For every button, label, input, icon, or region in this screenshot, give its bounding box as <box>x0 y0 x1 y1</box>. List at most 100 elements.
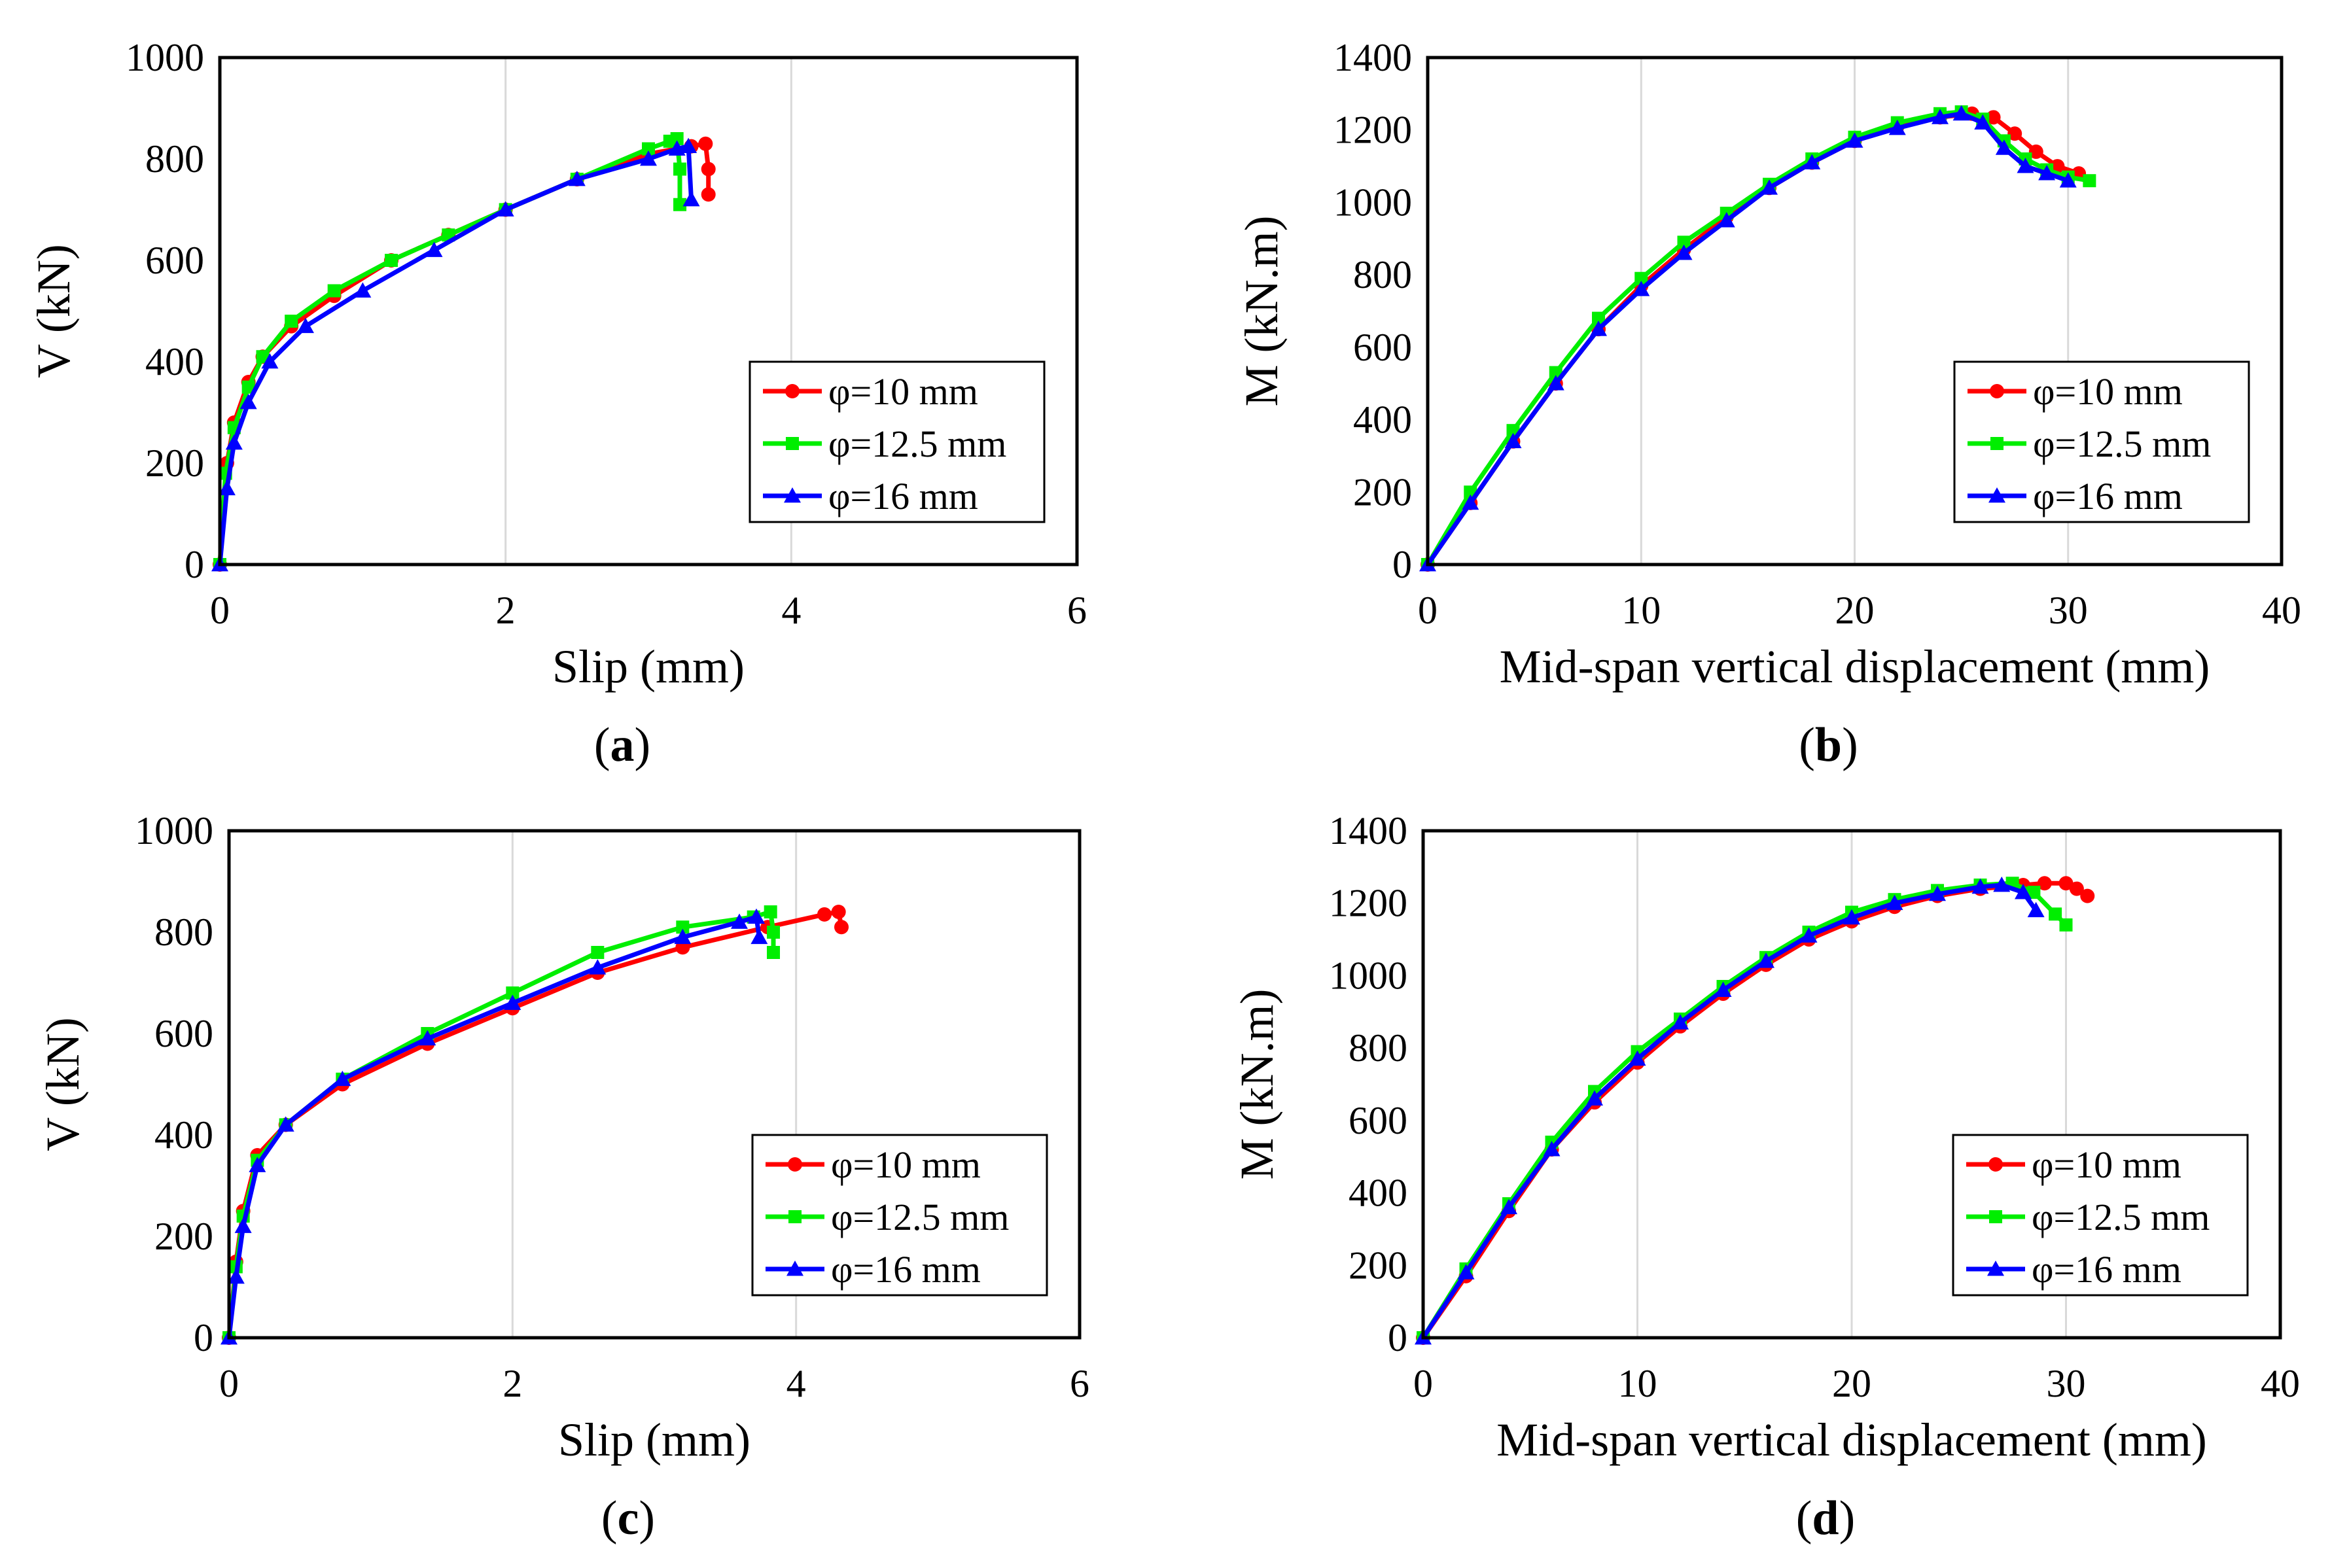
y-tick-label: 800 <box>1353 253 1412 296</box>
series-2 <box>211 137 700 572</box>
x-tick-label: 6 <box>1067 589 1087 632</box>
data-point <box>2059 918 2073 932</box>
data-point <box>218 479 236 496</box>
data-point <box>767 946 780 959</box>
y-tick-label: 0 <box>194 1316 213 1359</box>
y-tick-label: 1000 <box>1333 181 1412 224</box>
data-point <box>2007 126 2022 141</box>
data-point <box>1995 139 2013 155</box>
plot-frame <box>1426 56 2284 566</box>
data-point <box>682 191 700 207</box>
y-axis-label: M (kN.m) <box>1235 216 1288 407</box>
x-tick-label: 30 <box>2047 1362 2086 1405</box>
y-tick-label: 800 <box>145 137 204 181</box>
chart-panel-b: 0 200 400 600 800 1000 1200 1400 0 10 20 30 40 Mid-sp… <box>1235 36 2301 772</box>
plot-frame <box>218 56 1079 566</box>
data-point <box>2015 884 2032 899</box>
data-point <box>642 142 655 156</box>
data-point <box>1592 311 1605 325</box>
y-axis-label: M (kN.m) <box>1231 989 1283 1180</box>
data-point <box>2083 174 2096 188</box>
x-tick-label: 6 <box>1070 1362 1089 1405</box>
panel-caption: (c) <box>601 1491 655 1545</box>
data-point <box>1986 110 2001 125</box>
data-point <box>764 905 777 918</box>
data-point <box>673 162 687 176</box>
data-point <box>1590 321 1607 336</box>
x-tick-label: 4 <box>786 1362 806 1405</box>
data-point <box>1714 981 1732 997</box>
data-point <box>1971 878 1989 894</box>
data-point <box>670 132 684 145</box>
data-point <box>419 1030 436 1046</box>
data-point <box>249 1157 266 1172</box>
data-point <box>2059 172 2077 188</box>
data-point <box>2017 158 2034 173</box>
x-tick-label: 30 <box>2049 589 2088 632</box>
legend-marker <box>1988 1157 2003 1172</box>
legend-marker <box>788 1157 802 1172</box>
y-tick-label: 1200 <box>1333 109 1412 152</box>
panel-caption: (d) <box>1796 1491 1855 1545</box>
data-point <box>425 241 443 257</box>
chart-panel-c: 0 200 400 600 800 1000 0 2 4 6 Slip (mm) V (kN) φ=10… <box>37 809 1089 1545</box>
x-tick-label: 20 <box>1835 589 1875 632</box>
data-point <box>698 136 713 151</box>
data-point <box>1974 114 1992 130</box>
data-point <box>674 928 692 945</box>
legend-entry-0: φ=10 mm <box>763 370 978 413</box>
series-2 <box>1419 105 2077 572</box>
y-tick-label: 0 <box>1388 1316 1407 1359</box>
y-tick-label: 600 <box>145 239 204 282</box>
data-point <box>589 959 607 975</box>
data-point <box>1677 235 1691 249</box>
data-point <box>1672 1014 1689 1030</box>
x-tick-label: 0 <box>210 589 230 632</box>
data-point <box>701 162 716 177</box>
data-point <box>676 920 690 934</box>
y-tick-label: 1000 <box>1329 954 1407 997</box>
data-point <box>2038 165 2056 181</box>
legend-label: φ=10 mm <box>828 370 978 413</box>
x-tick-label: 40 <box>2261 1362 2300 1405</box>
x-tick-label: 10 <box>1618 1362 1657 1405</box>
data-point <box>285 315 298 328</box>
legend-entry-2: φ=16 mm <box>1968 475 2183 517</box>
data-point <box>334 1070 351 1087</box>
legend-entry-1: φ=12.5 mm <box>1968 423 2211 465</box>
legend-label: φ=16 mm <box>2033 475 2183 517</box>
data-point <box>1886 894 1903 911</box>
chart-panel-d: 0 200 400 600 800 1000 1200 1400 0 10 20 30 40 Mid-sp… <box>1231 809 2300 1545</box>
data-point <box>2037 876 2052 891</box>
data-point <box>225 434 243 450</box>
legend-marker <box>784 487 801 503</box>
y-tick-label: 1200 <box>1329 882 1407 925</box>
x-tick-label: 2 <box>503 1362 522 1405</box>
x-tick-label: 40 <box>2262 589 2301 632</box>
legend-marker <box>1990 384 2004 398</box>
legend-marker <box>788 1210 802 1223</box>
y-tick-label: 1000 <box>135 809 213 852</box>
legend-label: φ=10 mm <box>2033 370 2183 413</box>
legend-entry-2: φ=16 mm <box>763 475 978 517</box>
data-point <box>1457 1264 1475 1280</box>
data-point <box>2080 888 2095 903</box>
data-point <box>1888 119 1906 135</box>
legend-marker <box>786 437 799 450</box>
legend: φ=10 mm φ=12.5 mm φ=16 mm <box>1953 360 2250 523</box>
y-tick-label: 600 <box>1349 1099 1407 1142</box>
series-2 <box>1415 877 2045 1345</box>
y-tick-label: 200 <box>1353 470 1412 514</box>
legend-marker <box>785 384 800 398</box>
legend-entry-2: φ=16 mm <box>766 1248 981 1291</box>
data-point <box>731 913 748 929</box>
data-point <box>750 928 768 945</box>
data-point <box>591 946 605 959</box>
data-point <box>831 905 846 919</box>
y-tick-label: 400 <box>1353 398 1412 442</box>
data-point <box>1547 375 1564 391</box>
data-point <box>1634 271 1648 285</box>
x-tick-label: 2 <box>496 589 516 632</box>
data-point <box>297 317 314 334</box>
